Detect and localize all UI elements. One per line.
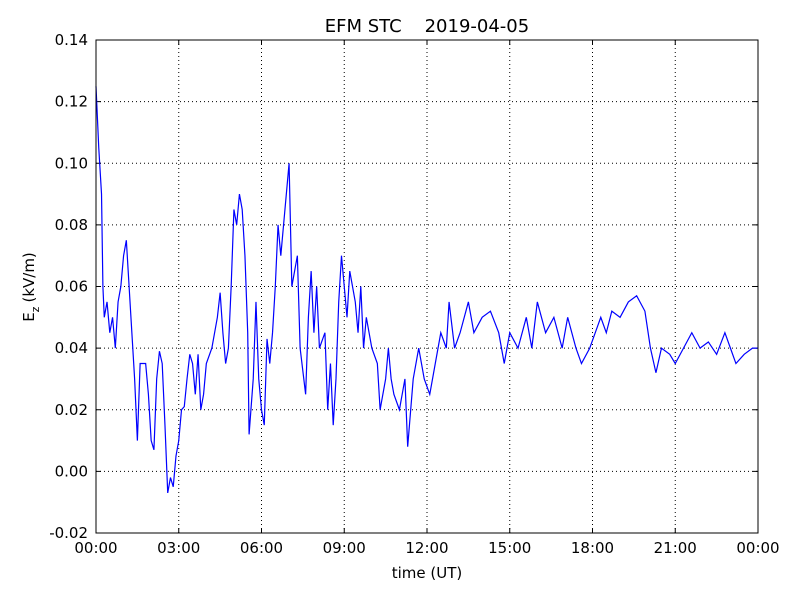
x-tick-label: 03:00 [157,539,200,557]
plot-frame [95,39,759,534]
y-label-unit: (kV/m) [20,252,38,302]
y-tick-label: 0.00 [55,462,88,480]
y-tick-label: 0.14 [55,31,88,49]
x-tick-label: 15:00 [488,539,531,557]
y-tick-label: -0.02 [49,524,88,542]
chart-title: EFM STC 2019-04-05 [325,16,529,37]
x-axis-label: time (UT) [392,564,463,582]
y-tick-label: 0.06 [55,278,88,296]
x-tick-label: 06:00 [240,539,283,557]
x-tick-label: 09:00 [323,539,366,557]
data-line [95,86,758,494]
y-label-subscript: z [29,306,42,312]
x-tick-label: 21:00 [654,539,697,557]
y-label-symbol: E [20,312,38,321]
y-axis-label: Ez (kV/m) [20,252,42,322]
y-tick-label: 0.12 [55,93,88,111]
y-tick-label: 0.02 [55,401,88,419]
x-tick-label: 12:00 [405,539,448,557]
x-tick-label: 00:00 [736,539,779,557]
y-tick-label: 0.08 [55,216,88,234]
y-tick-label: 0.10 [55,154,88,172]
y-tick-label: 0.04 [55,339,88,357]
x-tick-label: 00:00 [74,539,117,557]
x-tick-label: 18:00 [571,539,614,557]
